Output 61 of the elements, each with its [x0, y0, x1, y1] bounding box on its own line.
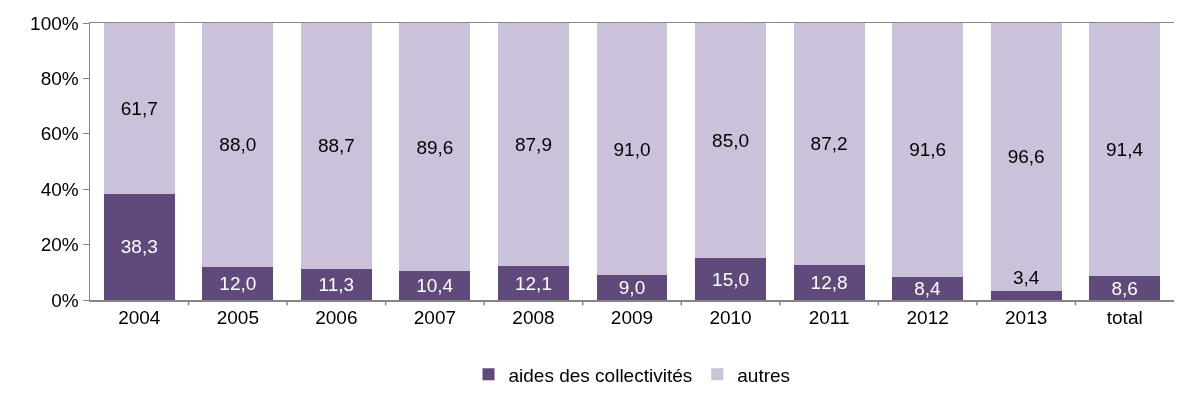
data-label: 15,0: [712, 268, 750, 290]
data-label: 11,3: [318, 273, 355, 295]
x-tick-label: 2006: [315, 307, 358, 329]
bar: [300, 23, 372, 269]
bar: [300, 268, 372, 300]
bar: [990, 290, 1062, 300]
bar: [202, 266, 274, 300]
legend-label: aides des collectivités: [508, 364, 693, 386]
bar: [497, 266, 569, 300]
x-tick-label: 2008: [512, 307, 555, 329]
x-tick-label: 2012: [906, 307, 949, 329]
data-label: 87,9: [514, 134, 552, 156]
x-tick-label: total: [1106, 307, 1143, 329]
bar: [399, 271, 471, 300]
x-tick-label: 2009: [610, 307, 654, 329]
data-label: 88,0: [219, 134, 257, 156]
data-label: 8,6: [1111, 277, 1138, 299]
y-tick-label: 0%: [51, 289, 79, 311]
x-tick-label: 2005: [216, 307, 259, 329]
data-label: 87,2: [810, 133, 848, 155]
data-label: 91,0: [613, 138, 651, 160]
data-label: 12,0: [219, 272, 257, 294]
data-label: 96,6: [1007, 146, 1045, 168]
bar: [399, 23, 471, 272]
x-tick-label: 2010: [709, 307, 752, 329]
data-label: 8,4: [914, 277, 942, 299]
x-tick-label: 2013: [1005, 307, 1048, 329]
y-tick-label: 60%: [40, 123, 79, 145]
data-label: 12,1: [514, 272, 552, 294]
data-label: 9,0: [618, 277, 646, 299]
bar: [1089, 276, 1161, 300]
bar: [892, 23, 964, 277]
bar: [103, 193, 175, 300]
bar: [596, 23, 668, 276]
bar: [990, 23, 1062, 291]
data-label: 38,3: [120, 236, 158, 258]
bar: [793, 264, 865, 300]
bar: [695, 23, 767, 259]
y-tick-label: 40%: [40, 178, 79, 200]
bar: [695, 258, 767, 300]
x-tick-label: 2004: [118, 307, 161, 329]
data-label: 91,4: [1106, 139, 1144, 161]
bar: [793, 23, 865, 265]
data-label: 3,4: [1013, 267, 1040, 288]
x-tick-label: 2007: [413, 307, 457, 329]
data-label: 10,4: [416, 275, 454, 297]
data-label: 88,7: [317, 135, 355, 157]
y-tick-label: 80%: [40, 68, 79, 90]
legend-label: autres: [737, 364, 791, 386]
data-label: 12,8: [810, 271, 848, 293]
y-tick-label: 100%: [30, 12, 79, 34]
data-label: 85,0: [712, 130, 750, 152]
y-tick-label: 20%: [40, 234, 79, 256]
data-label: 89,6: [416, 136, 454, 158]
data-label: 61,7: [120, 97, 158, 119]
bar: [1089, 23, 1161, 277]
bar: [497, 23, 569, 267]
bar: [103, 23, 175, 194]
x-tick-label: 2011: [808, 307, 850, 329]
bar: [202, 23, 274, 267]
data-label: 91,6: [909, 139, 947, 161]
